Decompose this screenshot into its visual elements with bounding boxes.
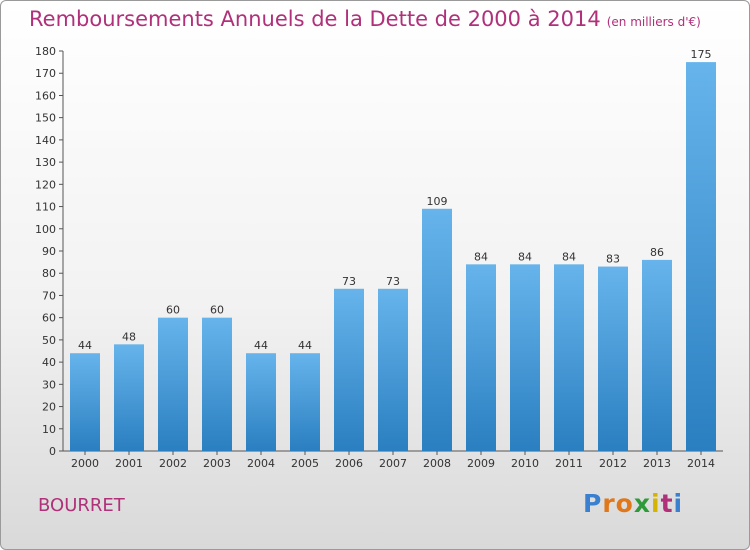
y-tick-label: 150: [35, 112, 56, 125]
bar-2005: [290, 353, 320, 451]
x-tick-label: 2002: [159, 457, 187, 470]
y-tick-label: 50: [42, 334, 56, 347]
bar-2014: [686, 62, 716, 451]
bar-2009: [466, 264, 496, 451]
logo-letter: i: [673, 489, 684, 518]
data-label-2006: 73: [342, 275, 356, 288]
data-label-2000: 44: [78, 339, 92, 352]
y-tick-label: 130: [35, 156, 56, 169]
y-tick-label: 110: [35, 201, 56, 214]
x-tick-label: 2012: [599, 457, 627, 470]
bar-2010: [510, 264, 540, 451]
y-tick-label: 180: [35, 45, 56, 58]
bars: 44 48 60 60 44 44 73 73 109 84 84 84 83 86 175: [70, 48, 716, 451]
bar-2001: [114, 344, 144, 451]
data-label-2002: 60: [166, 304, 180, 317]
x-tick-label: 2007: [379, 457, 407, 470]
bar-2000: [70, 353, 100, 451]
data-label-2008: 109: [427, 195, 448, 208]
x-tick-label: 2010: [511, 457, 539, 470]
chart-title: Remboursements Annuels de la Dette de 20…: [29, 7, 701, 31]
data-label-2010: 84: [518, 250, 532, 263]
bar-2007: [378, 288, 408, 451]
x-tick-label: 2011: [555, 457, 583, 470]
logo-letter: x: [633, 489, 651, 518]
x-tick-label: 2000: [71, 457, 99, 470]
y-tick-label: 90: [42, 245, 56, 258]
bar-2011: [554, 264, 584, 451]
data-label-2011: 84: [562, 250, 576, 263]
x-tick-label: 2003: [203, 457, 231, 470]
data-label-2007: 73: [386, 275, 400, 288]
data-label-2005: 44: [298, 339, 312, 352]
bar-2008: [422, 208, 452, 451]
x-tick-label: 2005: [291, 457, 319, 470]
x-tick-label: 2006: [335, 457, 363, 470]
y-tick-label: 170: [35, 67, 56, 80]
x-tick-label: 2008: [423, 457, 451, 470]
data-label-2009: 84: [474, 250, 488, 263]
y-tick-label: 30: [42, 378, 56, 391]
data-label-2012: 83: [606, 253, 620, 266]
bar-2002: [158, 317, 188, 451]
y-tick-label: 140: [35, 134, 56, 147]
proxiti-logo: Proxiti: [583, 489, 683, 518]
y-tick-label: 0: [49, 445, 56, 458]
bar-2012: [598, 266, 628, 451]
x-axis: 2000 2001 2002 2003 2004 2005 2006 2007 2008 2009…: [63, 450, 723, 470]
bar-2003: [202, 317, 232, 451]
logo-letter: o: [615, 489, 634, 518]
y-tick-label: 80: [42, 267, 56, 280]
logo-letter: r: [602, 489, 616, 518]
town-name: BOURRET: [38, 495, 125, 516]
chart-title-text: Remboursements Annuels de la Dette de 20…: [29, 7, 601, 31]
data-label-2001: 48: [122, 330, 136, 343]
data-label-2013: 86: [650, 246, 664, 259]
data-label-2004: 44: [254, 339, 268, 352]
y-tick-label: 120: [35, 178, 56, 191]
y-tick-label: 70: [42, 289, 56, 302]
x-tick-label: 2014: [687, 457, 715, 470]
data-label-2003: 60: [210, 304, 224, 317]
logo-letter: P: [583, 489, 603, 518]
bar-2006: [334, 288, 364, 451]
y-tick-label: 40: [42, 356, 56, 369]
y-tick-label: 10: [42, 423, 56, 436]
y-tick-label: 20: [42, 401, 56, 414]
x-tick-label: 2001: [115, 457, 143, 470]
y-tick-label: 160: [35, 89, 56, 102]
bar-2013: [642, 259, 672, 451]
x-tick-label: 2009: [467, 457, 495, 470]
logo-letter: i: [651, 489, 661, 518]
y-tick-label: 100: [35, 223, 56, 236]
logo-letter: t: [660, 489, 674, 518]
y-tick-label: 60: [42, 312, 56, 325]
x-tick-label: 2004: [247, 457, 275, 470]
y-axis: 0 10 20 30 40 50 60 70 80 90 100 110 120 130 140 150 160…: [35, 45, 64, 458]
x-tick-label: 2013: [643, 457, 671, 470]
chart-unit: (en milliers d'€): [606, 15, 701, 29]
data-label-2014: 175: [691, 48, 712, 61]
bar-2004: [246, 353, 276, 451]
